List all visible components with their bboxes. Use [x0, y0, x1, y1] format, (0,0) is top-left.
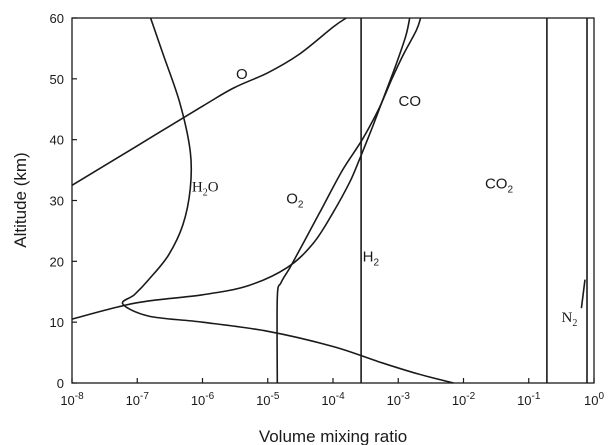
x-tick-label: 10-5 [256, 391, 280, 408]
series-line-h2o [121, 17, 454, 384]
y-tick-label: 60 [50, 11, 64, 26]
x-tick-label: 100 [584, 391, 604, 408]
series-line-o [71, 17, 347, 186]
series-label-co2: CO2 [485, 175, 514, 195]
series-label-n2: N2 [561, 310, 577, 329]
y-tick-label: 0 [57, 376, 64, 391]
series-label-co: CO [398, 93, 421, 110]
x-tick-label: 10-7 [126, 391, 150, 408]
series-label-h2: H2 [363, 248, 380, 268]
x-tick-label: 10-8 [60, 391, 84, 408]
x-tick-label: 10-6 [191, 391, 215, 408]
x-axis-title: Volume mixing ratio [259, 427, 407, 445]
y-tick-label: 50 [50, 72, 64, 87]
axis-tick-labels: 10-8 10-7 10-6 10-5 10-4 10-3 10-2 10-1 100 0 10 20… [50, 11, 605, 408]
x-tick-label: 10-2 [452, 391, 476, 408]
plot-frame [71, 17, 595, 384]
x-tick-label: 10-1 [517, 391, 541, 408]
series-label-o2: O2 [286, 191, 304, 211]
axis-ticks [71, 17, 595, 384]
y-tick-label: 20 [50, 254, 64, 269]
series-label-h2o: H2O [192, 179, 219, 198]
y-tick-label: 10 [50, 315, 64, 330]
y-axis-title: Altitude (km) [11, 152, 30, 247]
y-tick-label: 30 [50, 194, 64, 209]
series-line-co [276, 17, 422, 384]
x-tick-label: 10-4 [321, 391, 345, 408]
y-tick-label: 40 [50, 133, 64, 148]
n2-label-leader [580, 279, 586, 309]
x-tick-label: 10-3 [387, 391, 411, 408]
series-line-o2 [71, 17, 411, 320]
series-label-o: O [236, 66, 248, 83]
series-labels: O H2O O2 CO H2 CO2 N2 [192, 66, 577, 329]
chart-series-group [71, 17, 588, 384]
